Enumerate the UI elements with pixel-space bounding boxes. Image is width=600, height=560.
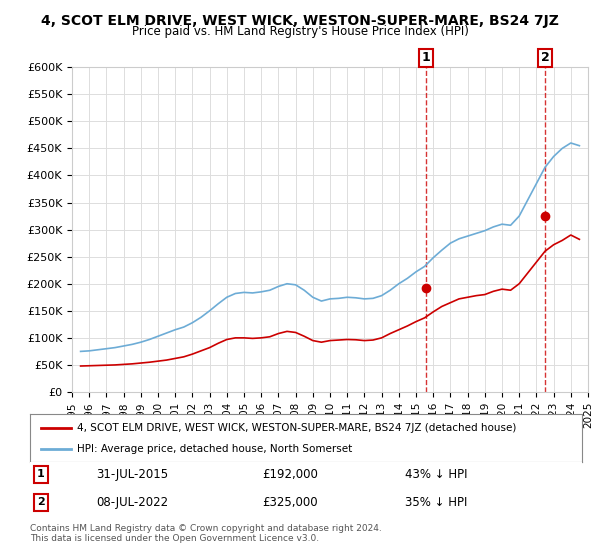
Text: 1: 1	[37, 469, 45, 479]
Text: £325,000: £325,000	[262, 496, 317, 509]
Text: HPI: Average price, detached house, North Somerset: HPI: Average price, detached house, Nort…	[77, 444, 352, 454]
Text: 4, SCOT ELM DRIVE, WEST WICK, WESTON-SUPER-MARE, BS24 7JZ (detached house): 4, SCOT ELM DRIVE, WEST WICK, WESTON-SUP…	[77, 423, 516, 433]
Text: 2: 2	[541, 52, 550, 64]
Text: 43% ↓ HPI: 43% ↓ HPI	[406, 468, 468, 481]
Text: Price paid vs. HM Land Registry's House Price Index (HPI): Price paid vs. HM Land Registry's House …	[131, 25, 469, 38]
Text: 31-JUL-2015: 31-JUL-2015	[96, 468, 169, 481]
Text: £192,000: £192,000	[262, 468, 318, 481]
Text: 08-JUL-2022: 08-JUL-2022	[96, 496, 169, 509]
Text: 1: 1	[422, 52, 430, 64]
Text: 35% ↓ HPI: 35% ↓ HPI	[406, 496, 468, 509]
Text: 2: 2	[37, 497, 45, 507]
Text: 4, SCOT ELM DRIVE, WEST WICK, WESTON-SUPER-MARE, BS24 7JZ: 4, SCOT ELM DRIVE, WEST WICK, WESTON-SUP…	[41, 14, 559, 28]
Text: Contains HM Land Registry data © Crown copyright and database right 2024.
This d: Contains HM Land Registry data © Crown c…	[30, 524, 382, 543]
